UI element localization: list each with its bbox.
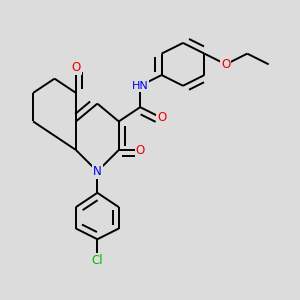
Text: O: O — [71, 61, 81, 74]
Text: O: O — [157, 111, 166, 124]
Text: N: N — [93, 165, 102, 178]
Text: O: O — [136, 143, 145, 157]
Text: O: O — [221, 58, 230, 71]
Text: Cl: Cl — [92, 254, 103, 267]
Text: HN: HN — [132, 81, 148, 91]
